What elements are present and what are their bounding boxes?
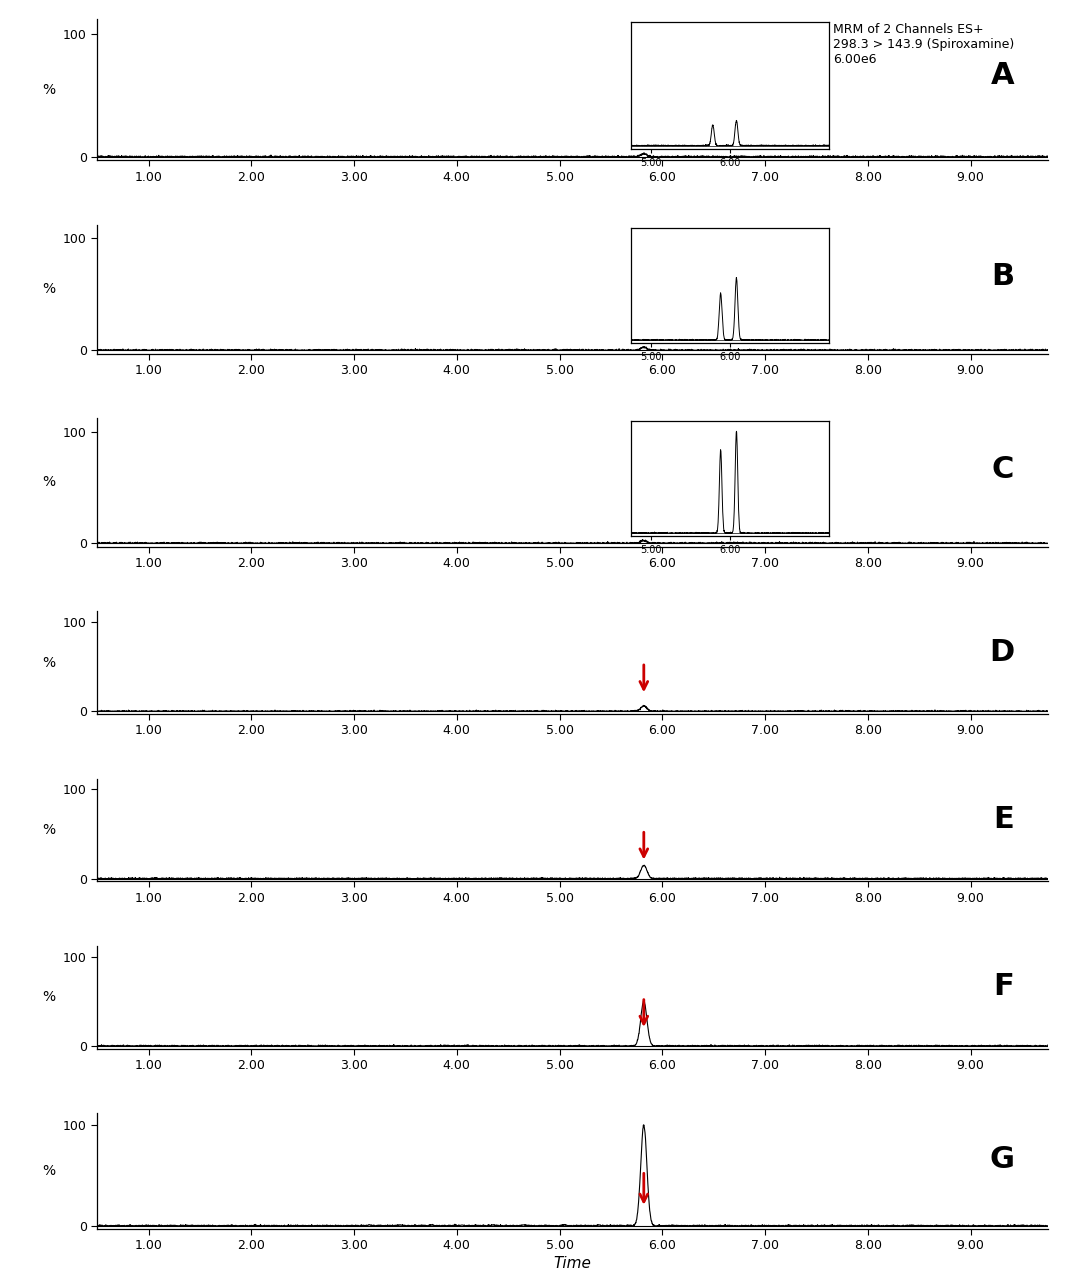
Text: E: E — [994, 805, 1014, 835]
Y-axis label: %: % — [42, 1164, 55, 1178]
Text: G: G — [989, 1144, 1014, 1174]
X-axis label: Time: Time — [553, 1257, 592, 1271]
Y-axis label: %: % — [42, 823, 55, 837]
Y-axis label: %: % — [42, 475, 55, 489]
Y-axis label: %: % — [42, 991, 55, 1005]
Y-axis label: %: % — [42, 283, 55, 296]
Y-axis label: %: % — [42, 655, 55, 669]
Text: C: C — [991, 454, 1014, 484]
Y-axis label: %: % — [42, 83, 55, 97]
Text: B: B — [991, 262, 1014, 291]
Text: F: F — [994, 973, 1014, 1001]
Text: D: D — [989, 637, 1014, 667]
Text: A: A — [990, 61, 1014, 90]
Text: MRM of 2 Channels ES+
298.3 > 143.9 (Spiroxamine)
6.00e6: MRM of 2 Channels ES+ 298.3 > 143.9 (Spi… — [833, 23, 1014, 67]
